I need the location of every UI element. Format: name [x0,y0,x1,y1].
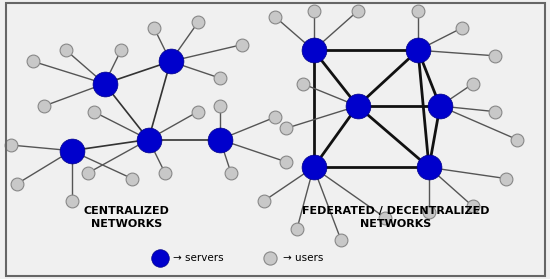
Text: CENTRALIZED
NETWORKS: CENTRALIZED NETWORKS [84,206,169,229]
Text: → servers: → servers [173,253,224,263]
Point [381,215,389,220]
Point [260,199,268,203]
Point [216,137,224,142]
Point [62,48,70,52]
Point [414,48,422,52]
Point [155,256,164,260]
Text: → users: → users [283,253,323,263]
Point [12,182,21,186]
Point [458,26,466,30]
Point [298,81,307,86]
Point [491,109,499,114]
Point [293,227,301,231]
Point [353,9,362,13]
Point [309,48,318,52]
Point [144,137,153,142]
Point [271,115,279,119]
Point [425,165,433,170]
Point [166,59,175,64]
Point [194,109,202,114]
Point [513,137,521,142]
Point [7,143,15,147]
Point [436,104,444,108]
Point [67,148,76,153]
Point [238,42,246,47]
Point [216,104,224,108]
Point [425,210,433,214]
Point [469,81,477,86]
Point [502,176,510,181]
Point [40,104,48,108]
Point [282,126,290,131]
Point [84,171,92,175]
Point [265,256,274,260]
Point [414,9,422,13]
Point [29,59,37,64]
Point [469,204,477,209]
Point [227,171,235,175]
Point [117,48,125,52]
Point [491,54,499,58]
Point [67,199,76,203]
Point [161,171,169,175]
Point [100,81,109,86]
Point [337,238,345,242]
Point [309,9,318,13]
Point [309,165,318,170]
Point [194,20,202,25]
Point [282,160,290,164]
Text: FEDERATED / DECENTRALIZED
NETWORKS: FEDERATED / DECENTRALIZED NETWORKS [302,206,490,229]
Point [89,109,98,114]
Point [216,76,224,80]
Point [150,26,158,30]
Point [128,176,136,181]
Point [353,104,362,108]
Point [271,15,279,19]
